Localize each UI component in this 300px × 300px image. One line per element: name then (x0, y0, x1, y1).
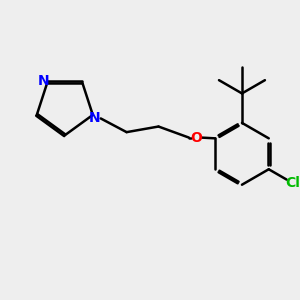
Text: N: N (37, 74, 49, 88)
Text: O: O (190, 130, 202, 145)
Text: N: N (88, 112, 100, 125)
Text: Cl: Cl (286, 176, 300, 190)
